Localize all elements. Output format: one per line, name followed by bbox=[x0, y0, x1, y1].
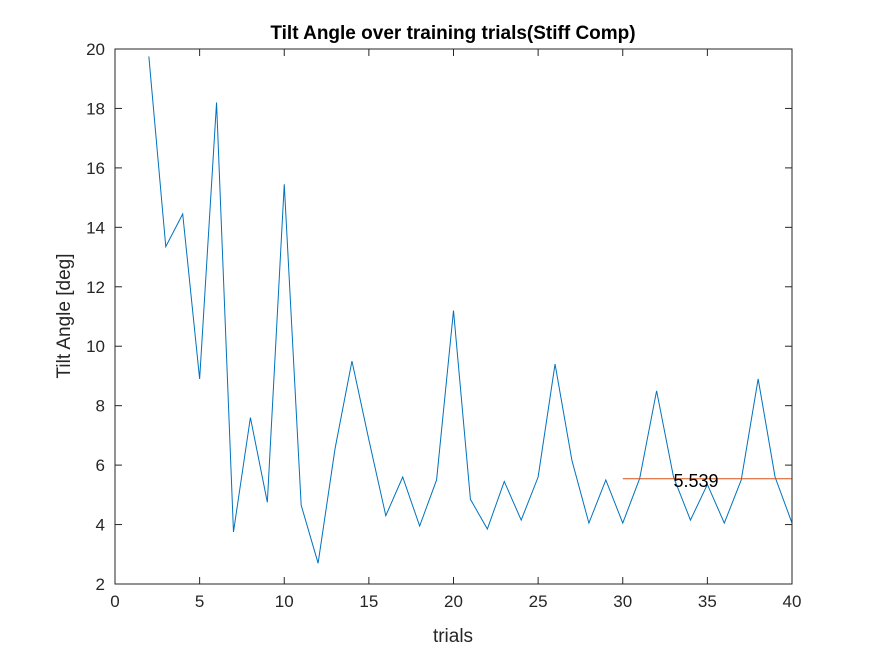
y-tick-label: 4 bbox=[96, 516, 105, 535]
y-axis-label: Tilt Angle [deg] bbox=[54, 254, 75, 379]
series-layer bbox=[148, 56, 793, 564]
x-axis-label: trials bbox=[433, 626, 473, 647]
x-tick-label: 10 bbox=[275, 592, 294, 611]
annotation-layer: 5.539 bbox=[674, 471, 719, 491]
x-tick-label: 20 bbox=[444, 592, 463, 611]
y-tick-label: 2 bbox=[96, 575, 105, 594]
y-tick-label: 16 bbox=[86, 159, 105, 178]
x-tick-label: 40 bbox=[783, 592, 802, 611]
annotation-label-1: 5.539 bbox=[674, 471, 719, 491]
y-tick-label: 18 bbox=[86, 99, 105, 118]
chart-title: Tilt Angle over training trials(Stiff Co… bbox=[270, 23, 635, 44]
series-line-1 bbox=[148, 56, 793, 564]
y-tick-label: 8 bbox=[96, 397, 105, 416]
x-tick-label: 35 bbox=[698, 592, 717, 611]
y-tick-label: 12 bbox=[86, 278, 105, 297]
y-tick-label: 20 bbox=[86, 40, 105, 59]
x-tick-label: 0 bbox=[110, 592, 119, 611]
y-ticks: 2 4 6 8 10 12 14 16 18 20 bbox=[86, 40, 792, 594]
y-tick-label: 10 bbox=[86, 337, 105, 356]
y-tick-label: 6 bbox=[96, 456, 105, 475]
x-ticks: 0 5 10 15 20 25 30 35 40 bbox=[110, 49, 801, 611]
x-tick-label: 15 bbox=[359, 592, 378, 611]
x-tick-label: 30 bbox=[613, 592, 632, 611]
x-tick-label: 5 bbox=[195, 592, 204, 611]
y-tick-label: 14 bbox=[86, 218, 105, 237]
plot-area bbox=[115, 49, 792, 584]
x-tick-label: 25 bbox=[529, 592, 548, 611]
